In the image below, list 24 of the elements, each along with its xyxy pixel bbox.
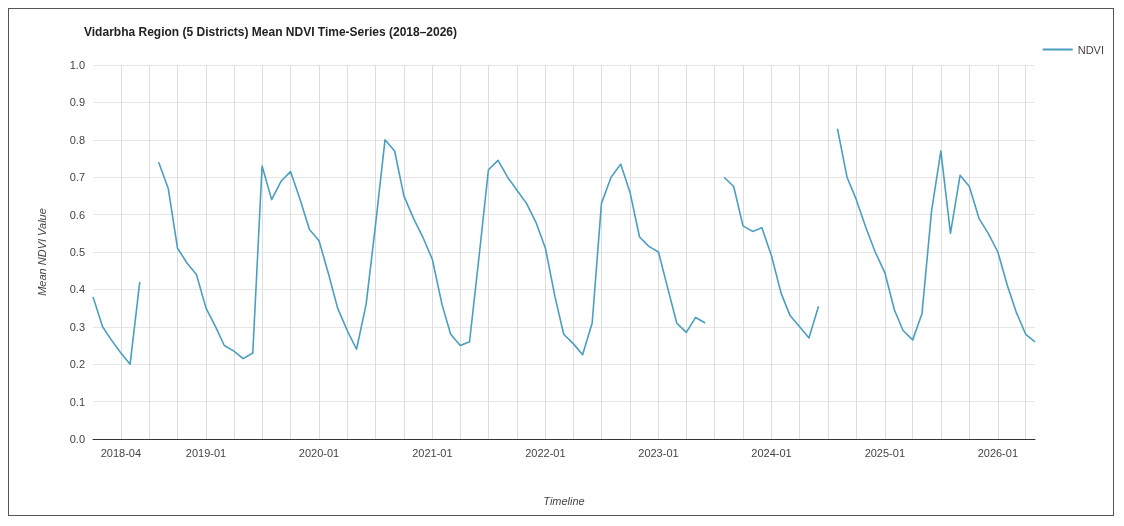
y-axis-title: Mean NDVI Value — [35, 208, 48, 296]
y-tick-label: 0.2 — [69, 358, 85, 371]
y-tick-label: 0.7 — [69, 171, 85, 184]
x-tick-label: 2020-01 — [298, 446, 340, 459]
y-tick-label: 0.4 — [69, 283, 85, 296]
legend-label: NDVI — [1077, 43, 1104, 56]
y-tick-label: 0.0 — [69, 433, 85, 445]
x-tick-label: 2025-01 — [864, 446, 905, 459]
y-tick-label: 0.5 — [69, 246, 85, 258]
y-tick-label: 0.6 — [69, 208, 85, 221]
y-tick-label: 0.8 — [69, 133, 85, 146]
y-tick-label: 0.3 — [69, 320, 85, 333]
y-tick-label: 0.1 — [69, 395, 85, 408]
x-tick-label: 2024-01 — [751, 446, 792, 459]
x-tick-label: 2021-01 — [412, 446, 453, 459]
y-tick-label: 0.9 — [69, 96, 85, 109]
x-tick-label: 2022-01 — [525, 446, 566, 459]
x-tick-label: 2026-01 — [977, 446, 1019, 459]
x-tick-label: 2023-01 — [638, 446, 679, 459]
x-tick-label: 2019-01 — [185, 446, 227, 459]
chart-title: Vidarbha Region (5 Districts) Mean NDVI Time-Series (2018–2026) — [84, 25, 458, 39]
x-tick-label: 2018-04 — [100, 446, 142, 459]
x-axis-title: Timeline — [543, 494, 585, 507]
y-tick-label: 1.0 — [69, 59, 85, 71]
